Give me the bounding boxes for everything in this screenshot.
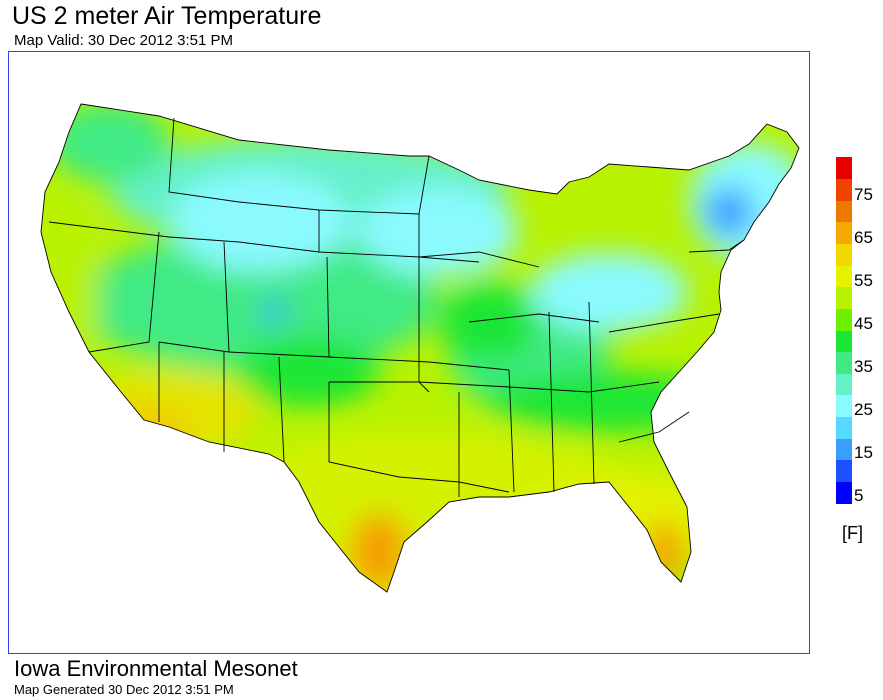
temperature-legend: [836, 157, 852, 504]
legend-swatch: [836, 157, 852, 180]
legend-unit: [F]: [842, 523, 863, 543]
legend-tick-label: 65: [854, 228, 873, 247]
legend-tick-label: 55: [854, 271, 873, 290]
legend-swatch: [836, 459, 852, 482]
legend-swatch: [836, 286, 852, 309]
legend-swatch: [836, 373, 852, 396]
legend-tick-label: 35: [854, 357, 873, 376]
legend-swatch: [836, 394, 852, 417]
legend-swatch: [836, 308, 852, 331]
footer-generated-time: Map Generated 30 Dec 2012 3:51 PM: [14, 682, 234, 697]
legend-swatch: [836, 330, 852, 353]
map-title: US 2 meter Air Temperature: [12, 2, 322, 30]
legend-swatch: [836, 438, 852, 461]
legend-swatch: [836, 416, 852, 439]
legend-tick-label: 15: [854, 443, 873, 462]
legend-tick-label: 5: [854, 486, 864, 505]
legend-tick-label: 45: [854, 314, 873, 333]
temperature-field: [41, 104, 799, 592]
legend-swatch: [836, 481, 852, 504]
legend-swatch: [836, 178, 852, 201]
legend-tick-label: 75: [854, 185, 873, 204]
legend-swatch: [836, 265, 852, 288]
footer-organization: Iowa Environmental Mesonet: [14, 656, 298, 681]
legend-tick-label: 25: [854, 400, 873, 419]
legend-swatch: [836, 351, 852, 374]
temperature-map: [8, 51, 810, 654]
map-canvas: [40, 103, 800, 593]
legend-swatch: [836, 200, 852, 223]
legend-swatch: [836, 243, 852, 266]
map-valid-time: Map Valid: 30 Dec 2012 3:51 PM: [14, 32, 234, 49]
state-boundaries: [40, 103, 800, 593]
legend-swatch: [836, 221, 852, 244]
